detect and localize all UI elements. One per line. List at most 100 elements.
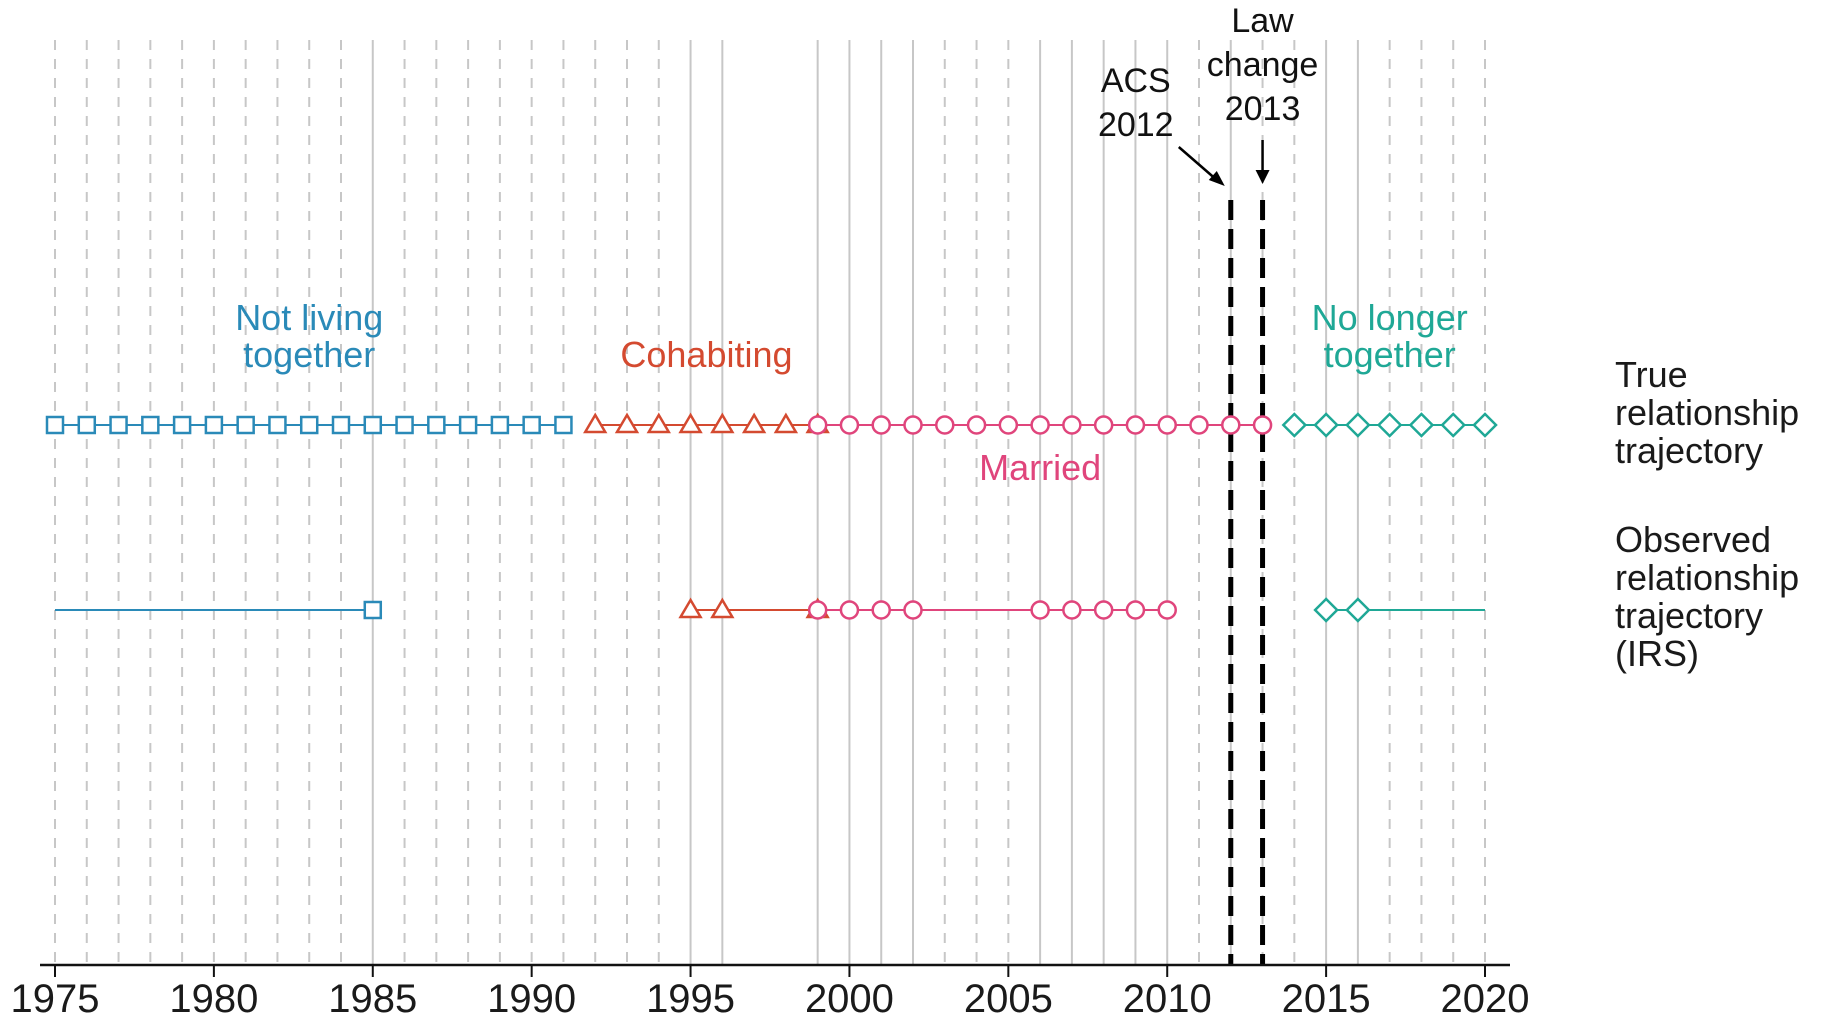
point-true-not_living-1977 [109, 415, 128, 435]
series-true-married [807, 415, 1273, 435]
point-true-married-2008 [1093, 415, 1114, 435]
series-true-no_longer [1281, 412, 1498, 438]
point-true-no_longer-2020 [1472, 412, 1498, 438]
x-axis: 1975 1980 1985 1990 1995 2000 2005 2010 2015 2020 [11, 963, 1530, 1021]
row-label-line-true: True [1615, 354, 1688, 395]
point-true-no_longer-2014 [1281, 412, 1308, 438]
point-true-married-2011 [1189, 415, 1209, 435]
annotation-law-line: Law [1231, 2, 1294, 40]
point-observed-no_longer-2016 [1345, 597, 1371, 623]
point-true-cohabiting-1997 [741, 412, 767, 434]
point-true-not_living-1991 [554, 415, 573, 435]
row-label-line-observed: relationship [1615, 557, 1799, 598]
point-true-married-2012 [1221, 415, 1241, 435]
row-label-line-observed: Observed [1615, 519, 1771, 560]
point-true-not_living-1988 [458, 415, 478, 435]
point-true-married-2001 [871, 415, 891, 435]
x-tick-label-2015: 2015 [1282, 977, 1371, 1020]
point-observed-no_longer-2015 [1313, 597, 1339, 623]
row-label-line-true: trajectory [1615, 430, 1763, 471]
annotation-acs-line: ACS [1101, 62, 1171, 100]
state-label-line-no_longer: together [1324, 334, 1456, 375]
point-true-married-2003 [935, 415, 955, 435]
state-label-line-married: Married [979, 447, 1101, 488]
point-true-married-2002 [903, 415, 923, 435]
row-label-observed: Observed relationship trajectory (IRS) [1615, 519, 1799, 674]
point-observed-married-2009 [1125, 600, 1146, 620]
point-true-not_living-1979 [172, 415, 192, 435]
point-observed-married-2006 [1030, 600, 1050, 620]
annotation-law-line: change [1207, 46, 1319, 84]
x-tick-label-1995: 1995 [646, 977, 735, 1020]
point-true-not_living-1986 [395, 415, 414, 435]
point-true-not_living-1976 [77, 415, 97, 435]
x-tick-label-2020: 2020 [1441, 977, 1530, 1020]
point-true-married-2009 [1125, 415, 1146, 435]
row-label-true: True relationship trajectory [1615, 354, 1799, 471]
point-true-not_living-1984 [331, 415, 351, 435]
state-label-married: Married [979, 447, 1101, 488]
state-label-no_longer: No longer together [1312, 297, 1468, 375]
annotation-acs-label: ACS 2012 [1098, 62, 1174, 144]
state-label-not_living: Not living together [235, 297, 383, 375]
point-true-cohabiting-1993 [614, 412, 640, 434]
point-true-no_longer-2015 [1313, 412, 1339, 438]
point-true-cohabiting-1996 [710, 412, 735, 434]
row-label-line-observed: (IRS) [1615, 633, 1699, 674]
x-tick-label-1975: 1975 [11, 977, 100, 1020]
point-true-not_living-1983 [299, 415, 319, 435]
state-label-line-not_living: together [243, 334, 375, 375]
point-true-no_longer-2017 [1376, 412, 1403, 438]
point-observed-married-2010 [1157, 600, 1177, 620]
point-observed-cohabiting-1995 [678, 597, 703, 619]
point-observed-not_living-1985 [363, 600, 383, 620]
annotation-acs-line: 2012 [1098, 106, 1174, 144]
series-true-cohabiting [583, 412, 830, 434]
point-true-not_living-1981 [236, 415, 255, 435]
point-observed-married-2001 [871, 600, 891, 620]
point-true-not_living-1985 [363, 415, 383, 435]
state-label-cohabiting: Cohabiting [620, 334, 792, 375]
series-observed-no_longer [1313, 597, 1485, 623]
annotation-law-arrowhead [1255, 170, 1270, 184]
x-tick-label-1990: 1990 [487, 977, 576, 1020]
point-true-married-2013 [1252, 415, 1273, 435]
annotation-law-label: Law change 2013 [1207, 2, 1319, 128]
gridlines [54, 40, 1486, 965]
point-observed-married-2000 [839, 600, 860, 620]
point-true-not_living-1982 [268, 415, 287, 435]
point-observed-married-2002 [903, 600, 923, 620]
point-true-cohabiting-1995 [678, 412, 703, 434]
point-true-not_living-1975 [45, 415, 65, 435]
x-tick-label-1985: 1985 [328, 977, 417, 1020]
point-true-married-2010 [1157, 415, 1177, 435]
annotation-acs-arrowhead [1208, 171, 1225, 186]
point-observed-cohabiting-1996 [710, 597, 735, 619]
point-true-cohabiting-1992 [583, 412, 608, 434]
point-true-married-1999 [807, 415, 828, 435]
x-tick-label-1980: 1980 [169, 977, 258, 1020]
point-true-married-2007 [1062, 415, 1082, 435]
point-observed-married-2007 [1062, 600, 1082, 620]
point-true-cohabiting-1994 [646, 412, 671, 434]
series-true-not_living [45, 415, 573, 435]
point-true-married-2006 [1030, 415, 1050, 435]
row-label-line-true: relationship [1615, 392, 1799, 433]
series-observed-cohabiting [678, 597, 830, 619]
series-observed-married [807, 600, 1177, 620]
point-true-no_longer-2019 [1440, 412, 1466, 438]
point-true-no_longer-2018 [1408, 412, 1435, 438]
x-tick-label-2005: 2005 [964, 977, 1053, 1020]
point-true-not_living-1990 [522, 415, 541, 435]
point-true-cohabiting-1998 [773, 412, 799, 434]
point-true-married-2004 [966, 415, 987, 435]
event-lines [1228, 200, 1266, 965]
series-observed-not_living [55, 600, 383, 620]
series-layer [45, 412, 1498, 623]
x-tick-label-2000: 2000 [805, 977, 894, 1020]
state-label-line-no_longer: No longer [1312, 297, 1468, 338]
annotation-acs-arrow [1177, 146, 1218, 181]
